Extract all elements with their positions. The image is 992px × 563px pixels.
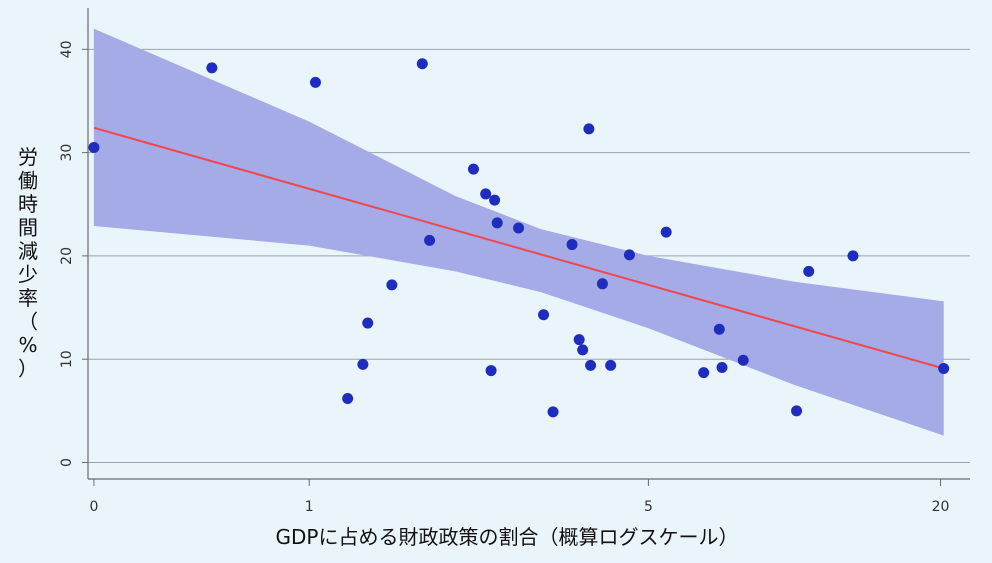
y-tick-label: 0 (59, 458, 75, 467)
data-point (596, 278, 608, 290)
data-point (660, 226, 672, 238)
y-axis-label: 労働時間減少率（%） (18, 145, 38, 381)
data-point (480, 188, 492, 200)
y-axis-label-char: 労 (18, 145, 38, 169)
y-axis-label-char: 率 (18, 286, 38, 310)
y-axis-label-char: 働 (18, 169, 38, 193)
data-point (698, 367, 710, 379)
y-axis-label-char: （ (18, 310, 38, 334)
y-tick-label: 30 (59, 144, 75, 162)
data-point (713, 323, 725, 335)
data-point (357, 358, 369, 370)
axis-layer: 0 10 20 30 40 0 1 5 20 (59, 8, 970, 515)
data-point (485, 365, 497, 377)
y-axis-label-char: ） (18, 357, 38, 381)
data-point (489, 194, 501, 206)
data-point (362, 317, 374, 329)
x-tick-label: 1 (305, 499, 314, 515)
data-point (566, 239, 578, 251)
data-point (716, 361, 728, 373)
x-tick-label: 20 (932, 499, 950, 515)
data-point (467, 163, 479, 175)
data-point (583, 123, 595, 135)
data-point (538, 309, 550, 321)
data-point (605, 359, 617, 371)
y-tick-label: 40 (59, 40, 75, 58)
data-point (513, 222, 525, 234)
y-axis-label-char: 減 (18, 239, 38, 263)
data-point (309, 76, 321, 88)
label-layer: GDPに占める財政政策の割合（概算ログスケール） 労働時間減少率（%） (18, 145, 738, 549)
points-layer (88, 58, 950, 418)
data-point (547, 406, 559, 418)
data-point (623, 249, 635, 261)
data-point (847, 250, 859, 262)
x-tick-label: 0 (89, 499, 98, 515)
data-point (573, 334, 585, 346)
y-tick-label: 20 (59, 247, 75, 265)
data-point (585, 359, 597, 371)
y-axis-label-char: 間 (18, 216, 38, 240)
data-point (491, 217, 503, 229)
x-tick-label: 5 (644, 499, 653, 515)
y-tick-label: 10 (59, 350, 75, 368)
data-point (791, 405, 803, 417)
data-point (416, 58, 428, 70)
fit-line-layer (93, 126, 944, 370)
x-axis-label: GDPに占める財政政策の割合（概算ログスケール） (276, 525, 739, 549)
data-point (803, 265, 815, 277)
data-point (342, 392, 354, 404)
data-point (206, 62, 218, 74)
data-point (386, 279, 398, 291)
data-point (737, 354, 749, 366)
fit-line (93, 126, 944, 370)
data-point (938, 363, 950, 375)
y-axis-label-char: % (18, 333, 37, 357)
data-point (577, 344, 589, 356)
y-axis-label-char: 時 (18, 192, 38, 216)
data-point (88, 141, 100, 153)
y-axis-label-char: 少 (18, 263, 38, 287)
data-point (424, 234, 436, 246)
